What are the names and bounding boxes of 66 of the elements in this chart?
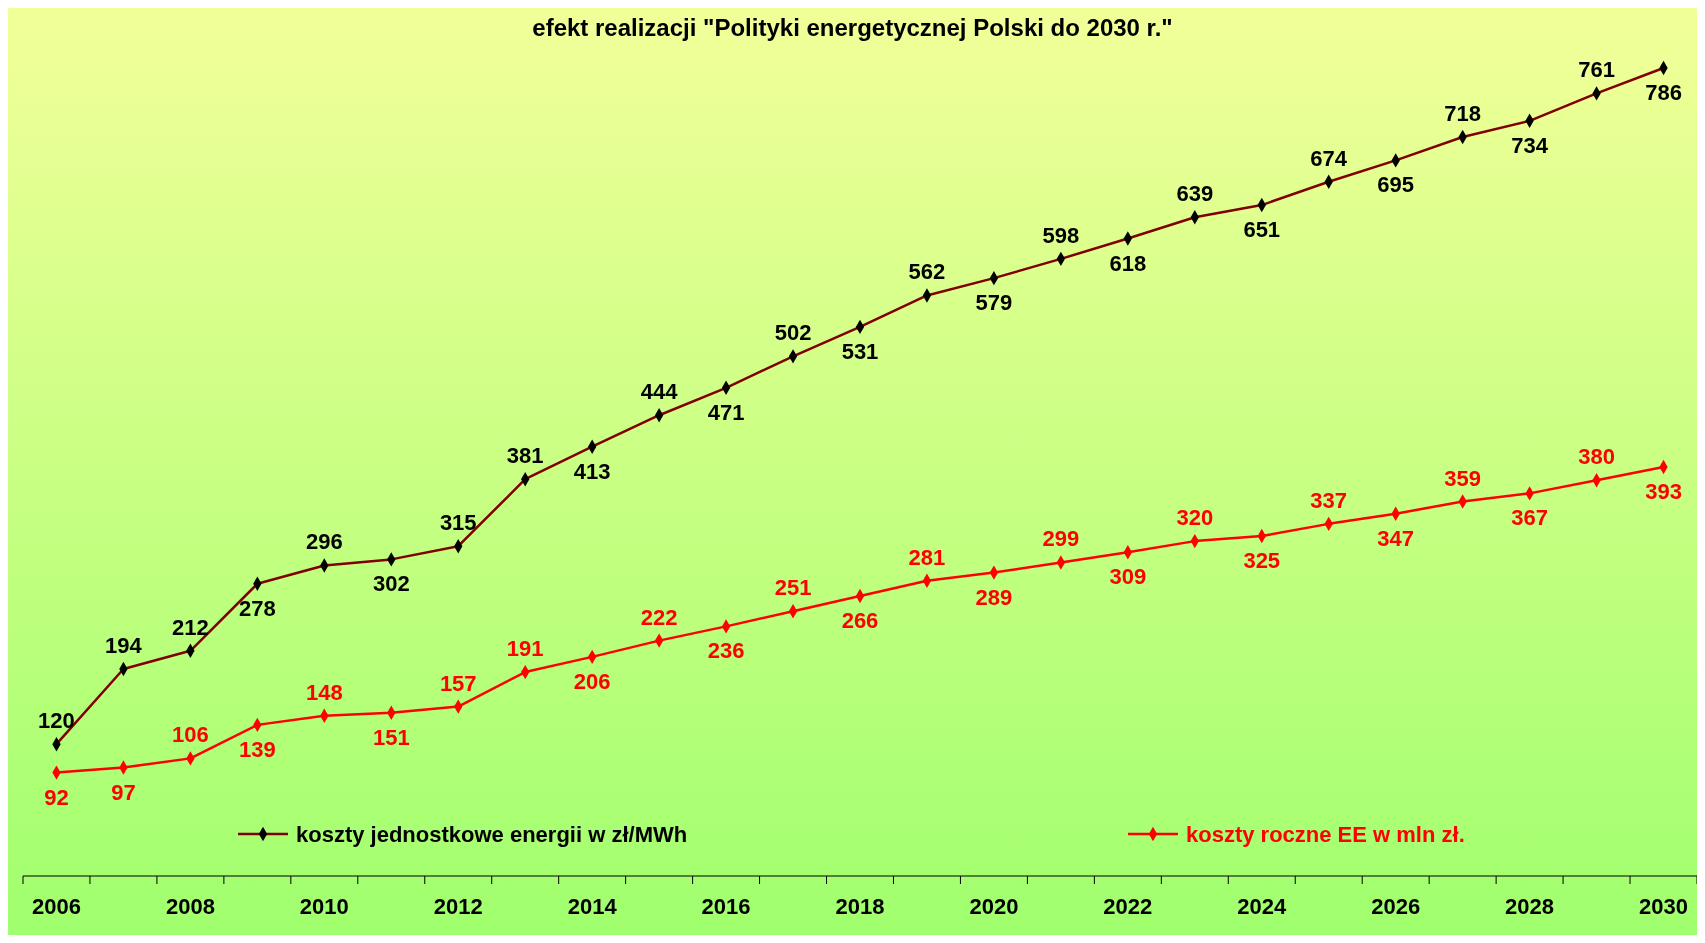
data-label: 191 bbox=[506, 636, 544, 662]
x-tick-label: 2024 bbox=[1237, 894, 1287, 919]
data-label: 674 bbox=[1310, 145, 1348, 171]
data-label: 347 bbox=[1377, 525, 1415, 551]
data-label: 222 bbox=[640, 604, 678, 630]
x-tick-label: 2026 bbox=[1371, 894, 1421, 919]
data-label: 695 bbox=[1377, 172, 1415, 198]
data-label: 579 bbox=[975, 290, 1013, 316]
data-label: 651 bbox=[1243, 217, 1281, 243]
data-label: 206 bbox=[573, 668, 611, 694]
data-label: 302 bbox=[372, 571, 410, 597]
x-tick-label: 2028 bbox=[1505, 894, 1555, 919]
data-label: 380 bbox=[1578, 444, 1615, 470]
data-label: 562 bbox=[908, 259, 946, 285]
x-tick-label: 2030 bbox=[1639, 894, 1688, 919]
x-tick-label: 2012 bbox=[433, 894, 483, 919]
data-label: 251 bbox=[774, 575, 812, 601]
data-label: 281 bbox=[908, 544, 946, 570]
data-label: 639 bbox=[1176, 181, 1214, 207]
x-tick-label: 2008 bbox=[165, 894, 215, 919]
data-label: 120 bbox=[38, 708, 75, 734]
chart-title: efekt realizacji "Polityki energetycznej Polski do 2030 r." bbox=[532, 14, 1173, 41]
x-tick-label: 2014 bbox=[567, 894, 618, 919]
data-label: 151 bbox=[372, 724, 410, 750]
data-label: 325 bbox=[1243, 548, 1281, 574]
data-label: 157 bbox=[439, 670, 477, 696]
x-tick-label: 2006 bbox=[32, 894, 81, 919]
data-label: 315 bbox=[439, 510, 477, 536]
data-label: 502 bbox=[774, 320, 812, 346]
data-label: 598 bbox=[1042, 222, 1080, 248]
data-label: 309 bbox=[1109, 564, 1147, 590]
data-label: 761 bbox=[1578, 57, 1615, 83]
x-tick-label: 2010 bbox=[299, 894, 349, 919]
data-label: 236 bbox=[707, 638, 745, 664]
x-tick-label: 2016 bbox=[701, 894, 751, 919]
data-label: 471 bbox=[707, 399, 745, 425]
data-label: 296 bbox=[305, 529, 343, 555]
legend-label: koszty jednostkowe energii w zł/MWh bbox=[296, 822, 688, 847]
x-tick-label: 2020 bbox=[969, 894, 1019, 919]
data-label: 289 bbox=[975, 584, 1013, 610]
data-label: 359 bbox=[1444, 465, 1481, 491]
legend-label: koszty roczne EE w mln zł. bbox=[1186, 822, 1465, 847]
data-label: 148 bbox=[305, 679, 343, 705]
data-label: 212 bbox=[172, 614, 209, 640]
data-label: 393 bbox=[1645, 479, 1682, 504]
data-label: 320 bbox=[1176, 505, 1214, 531]
data-label: 718 bbox=[1444, 101, 1481, 127]
x-tick-label: 2022 bbox=[1103, 894, 1153, 919]
data-label: 381 bbox=[506, 443, 544, 469]
x-tick-label: 2018 bbox=[835, 894, 885, 919]
data-label: 266 bbox=[841, 607, 879, 633]
data-label: 786 bbox=[1645, 80, 1682, 105]
data-label: 444 bbox=[640, 379, 679, 405]
data-label: 92 bbox=[44, 784, 69, 810]
data-label: 278 bbox=[239, 595, 276, 621]
data-label: 106 bbox=[172, 722, 209, 748]
data-label: 139 bbox=[239, 736, 276, 762]
data-label: 337 bbox=[1310, 487, 1348, 513]
data-label: 194 bbox=[105, 633, 143, 659]
data-label: 734 bbox=[1511, 132, 1549, 158]
data-label: 413 bbox=[573, 458, 611, 484]
data-label: 97 bbox=[111, 779, 136, 805]
data-label: 367 bbox=[1511, 505, 1548, 531]
data-label: 531 bbox=[841, 338, 879, 364]
data-label: 618 bbox=[1109, 250, 1147, 276]
data-label: 299 bbox=[1042, 526, 1080, 552]
